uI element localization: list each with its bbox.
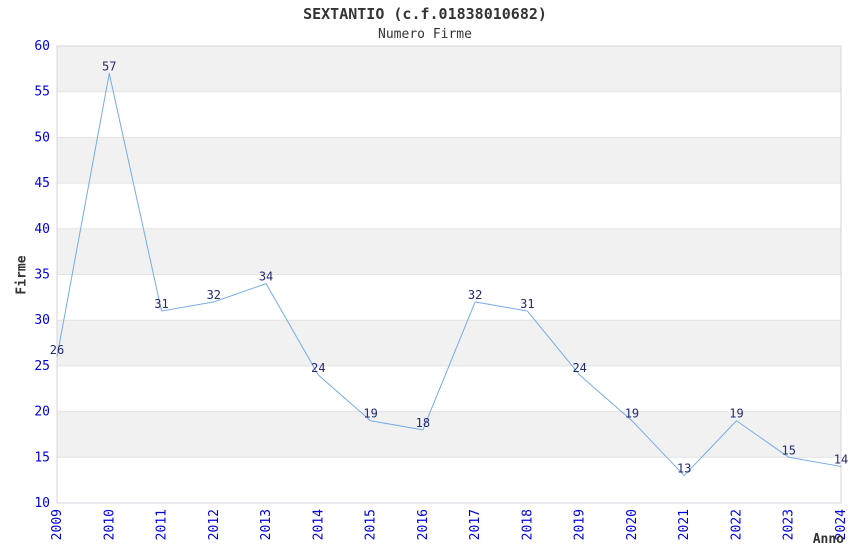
data-point-label: 24 bbox=[311, 361, 325, 375]
data-point-label: 32 bbox=[207, 288, 221, 302]
x-tick-label: 2014 bbox=[311, 509, 326, 540]
data-point-label: 19 bbox=[363, 407, 377, 421]
x-tick-label: 2012 bbox=[207, 509, 222, 540]
data-point-label: 34 bbox=[259, 270, 273, 284]
x-tick-label: 2018 bbox=[520, 509, 535, 540]
x-tick-label: 2015 bbox=[364, 509, 379, 540]
data-point-label: 14 bbox=[834, 452, 848, 466]
y-tick-label: 20 bbox=[34, 405, 50, 420]
data-point-label: 18 bbox=[416, 416, 430, 430]
y-tick-label: 40 bbox=[34, 222, 50, 237]
x-tick-label: 2010 bbox=[102, 509, 117, 540]
data-point-label: 13 bbox=[677, 462, 691, 476]
x-tick-label: 2009 bbox=[50, 509, 65, 540]
band bbox=[57, 46, 841, 92]
x-tick-label: 2013 bbox=[259, 509, 274, 540]
data-point-label: 19 bbox=[625, 407, 639, 421]
y-tick-label: 60 bbox=[34, 39, 50, 54]
data-point-label: 19 bbox=[729, 407, 743, 421]
data-point-label: 26 bbox=[50, 343, 64, 357]
chart-title: SEXTANTIO (c.f.01838010682) bbox=[303, 5, 547, 23]
band bbox=[57, 228, 841, 275]
plot-border bbox=[56, 45, 842, 504]
x-tick-label: 2019 bbox=[573, 509, 588, 540]
x-tick-label: 2020 bbox=[625, 509, 640, 540]
x-tick-label: 2021 bbox=[677, 509, 692, 540]
y-tick-label: 25 bbox=[34, 359, 50, 374]
chart-line bbox=[56, 72, 842, 477]
y-tick-label: 45 bbox=[34, 176, 50, 191]
x-tick-label: 2017 bbox=[468, 509, 483, 540]
y-tick-label: 15 bbox=[34, 450, 50, 465]
band bbox=[57, 320, 841, 366]
x-tick-label: 2023 bbox=[782, 509, 797, 540]
x-tick-label: 2022 bbox=[729, 509, 744, 540]
x-axis-label: Anno bbox=[812, 532, 844, 547]
y-tick-label: 10 bbox=[34, 496, 50, 511]
band bbox=[57, 411, 841, 458]
x-tick-label: 2016 bbox=[416, 509, 431, 540]
x-tick-label: 2011 bbox=[155, 509, 170, 540]
data-point-label: 57 bbox=[102, 59, 116, 73]
data-point-label: 31 bbox=[154, 297, 168, 311]
y-tick-label: 50 bbox=[34, 130, 50, 145]
chart-subtitle: Numero Firme bbox=[378, 27, 472, 42]
y-tick-label: 55 bbox=[34, 85, 50, 100]
y-tick-label: 35 bbox=[34, 268, 50, 283]
x-tick-label: 2024 bbox=[834, 509, 849, 540]
data-point-label: 24 bbox=[572, 361, 586, 375]
data-point-label: 31 bbox=[520, 297, 534, 311]
data-point-label: 32 bbox=[468, 288, 482, 302]
data-point-label: 15 bbox=[782, 443, 796, 457]
band bbox=[57, 137, 841, 184]
y-tick-label: 30 bbox=[34, 313, 50, 328]
